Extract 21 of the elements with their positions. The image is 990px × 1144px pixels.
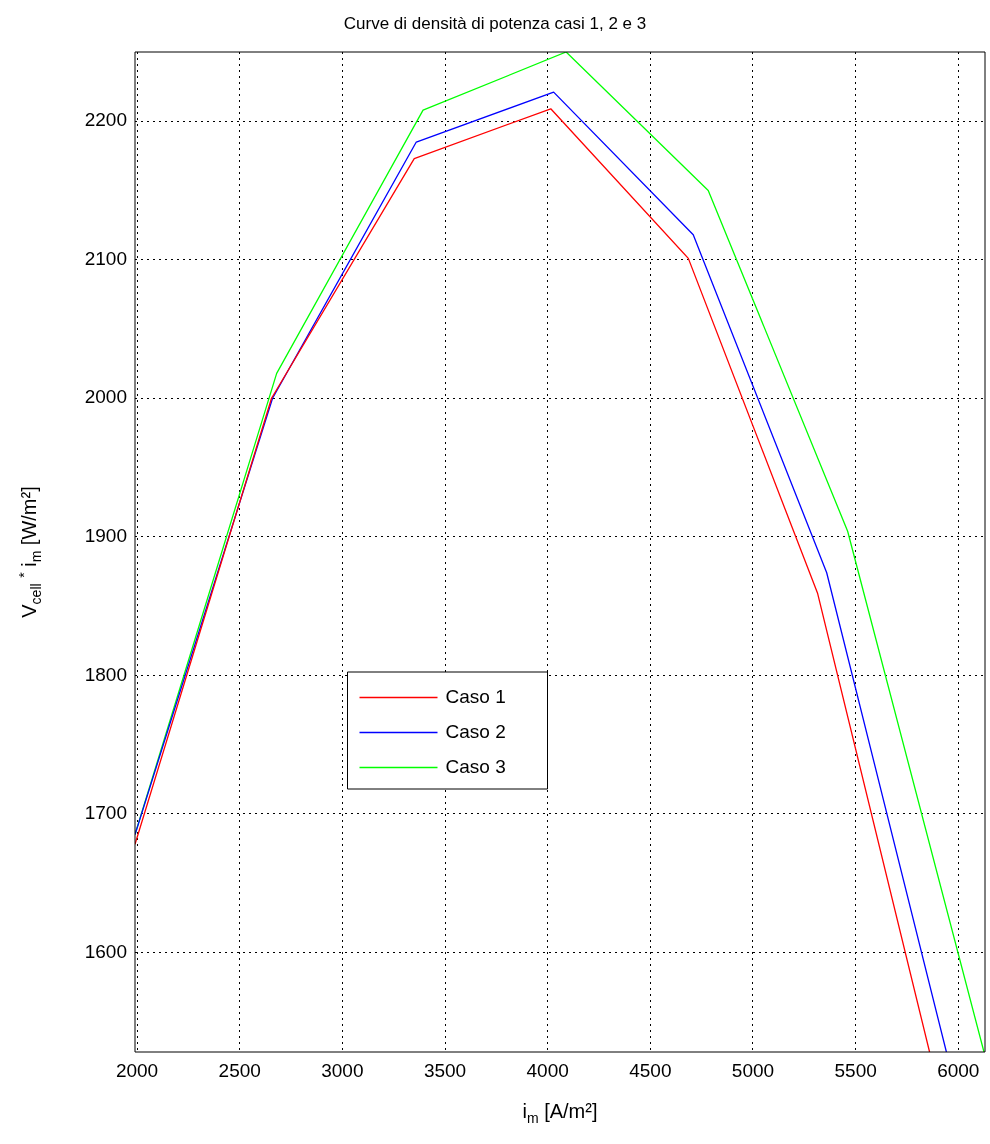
legend-label: Caso 1	[445, 685, 506, 707]
y-tick-label: 1700	[84, 802, 127, 824]
y-tick-label: 2200	[84, 109, 127, 131]
x-tick-label: 2000	[115, 1059, 159, 1081]
x-tick-label: 2500	[218, 1059, 261, 1081]
chart-title: Curve di densità di potenza casi 1, 2 e 3	[342, 14, 648, 34]
x-tick-label: 4000	[526, 1059, 569, 1081]
x-tick-label: 3500	[423, 1059, 467, 1081]
y-tick-label: 2100	[84, 247, 127, 269]
y-tick-label: 2000	[84, 386, 127, 408]
x-tick-label: 5000	[731, 1059, 775, 1081]
y-tick-label: 1900	[84, 525, 127, 546]
legend-label: Caso 2	[445, 720, 506, 742]
x-axis-title: i$_{m}$ [A/m²]	[521, 1100, 599, 1126]
x-tick-label: 4500	[629, 1059, 672, 1081]
y-tick-label: 1600	[84, 940, 127, 962]
x-tick-label: 3000	[321, 1059, 364, 1081]
x-tick-label: 6000	[937, 1059, 980, 1081]
x-tick-label: 5500	[834, 1059, 877, 1081]
y-tick-label: 1800	[84, 663, 127, 685]
legend-label: Caso 3	[445, 755, 506, 777]
